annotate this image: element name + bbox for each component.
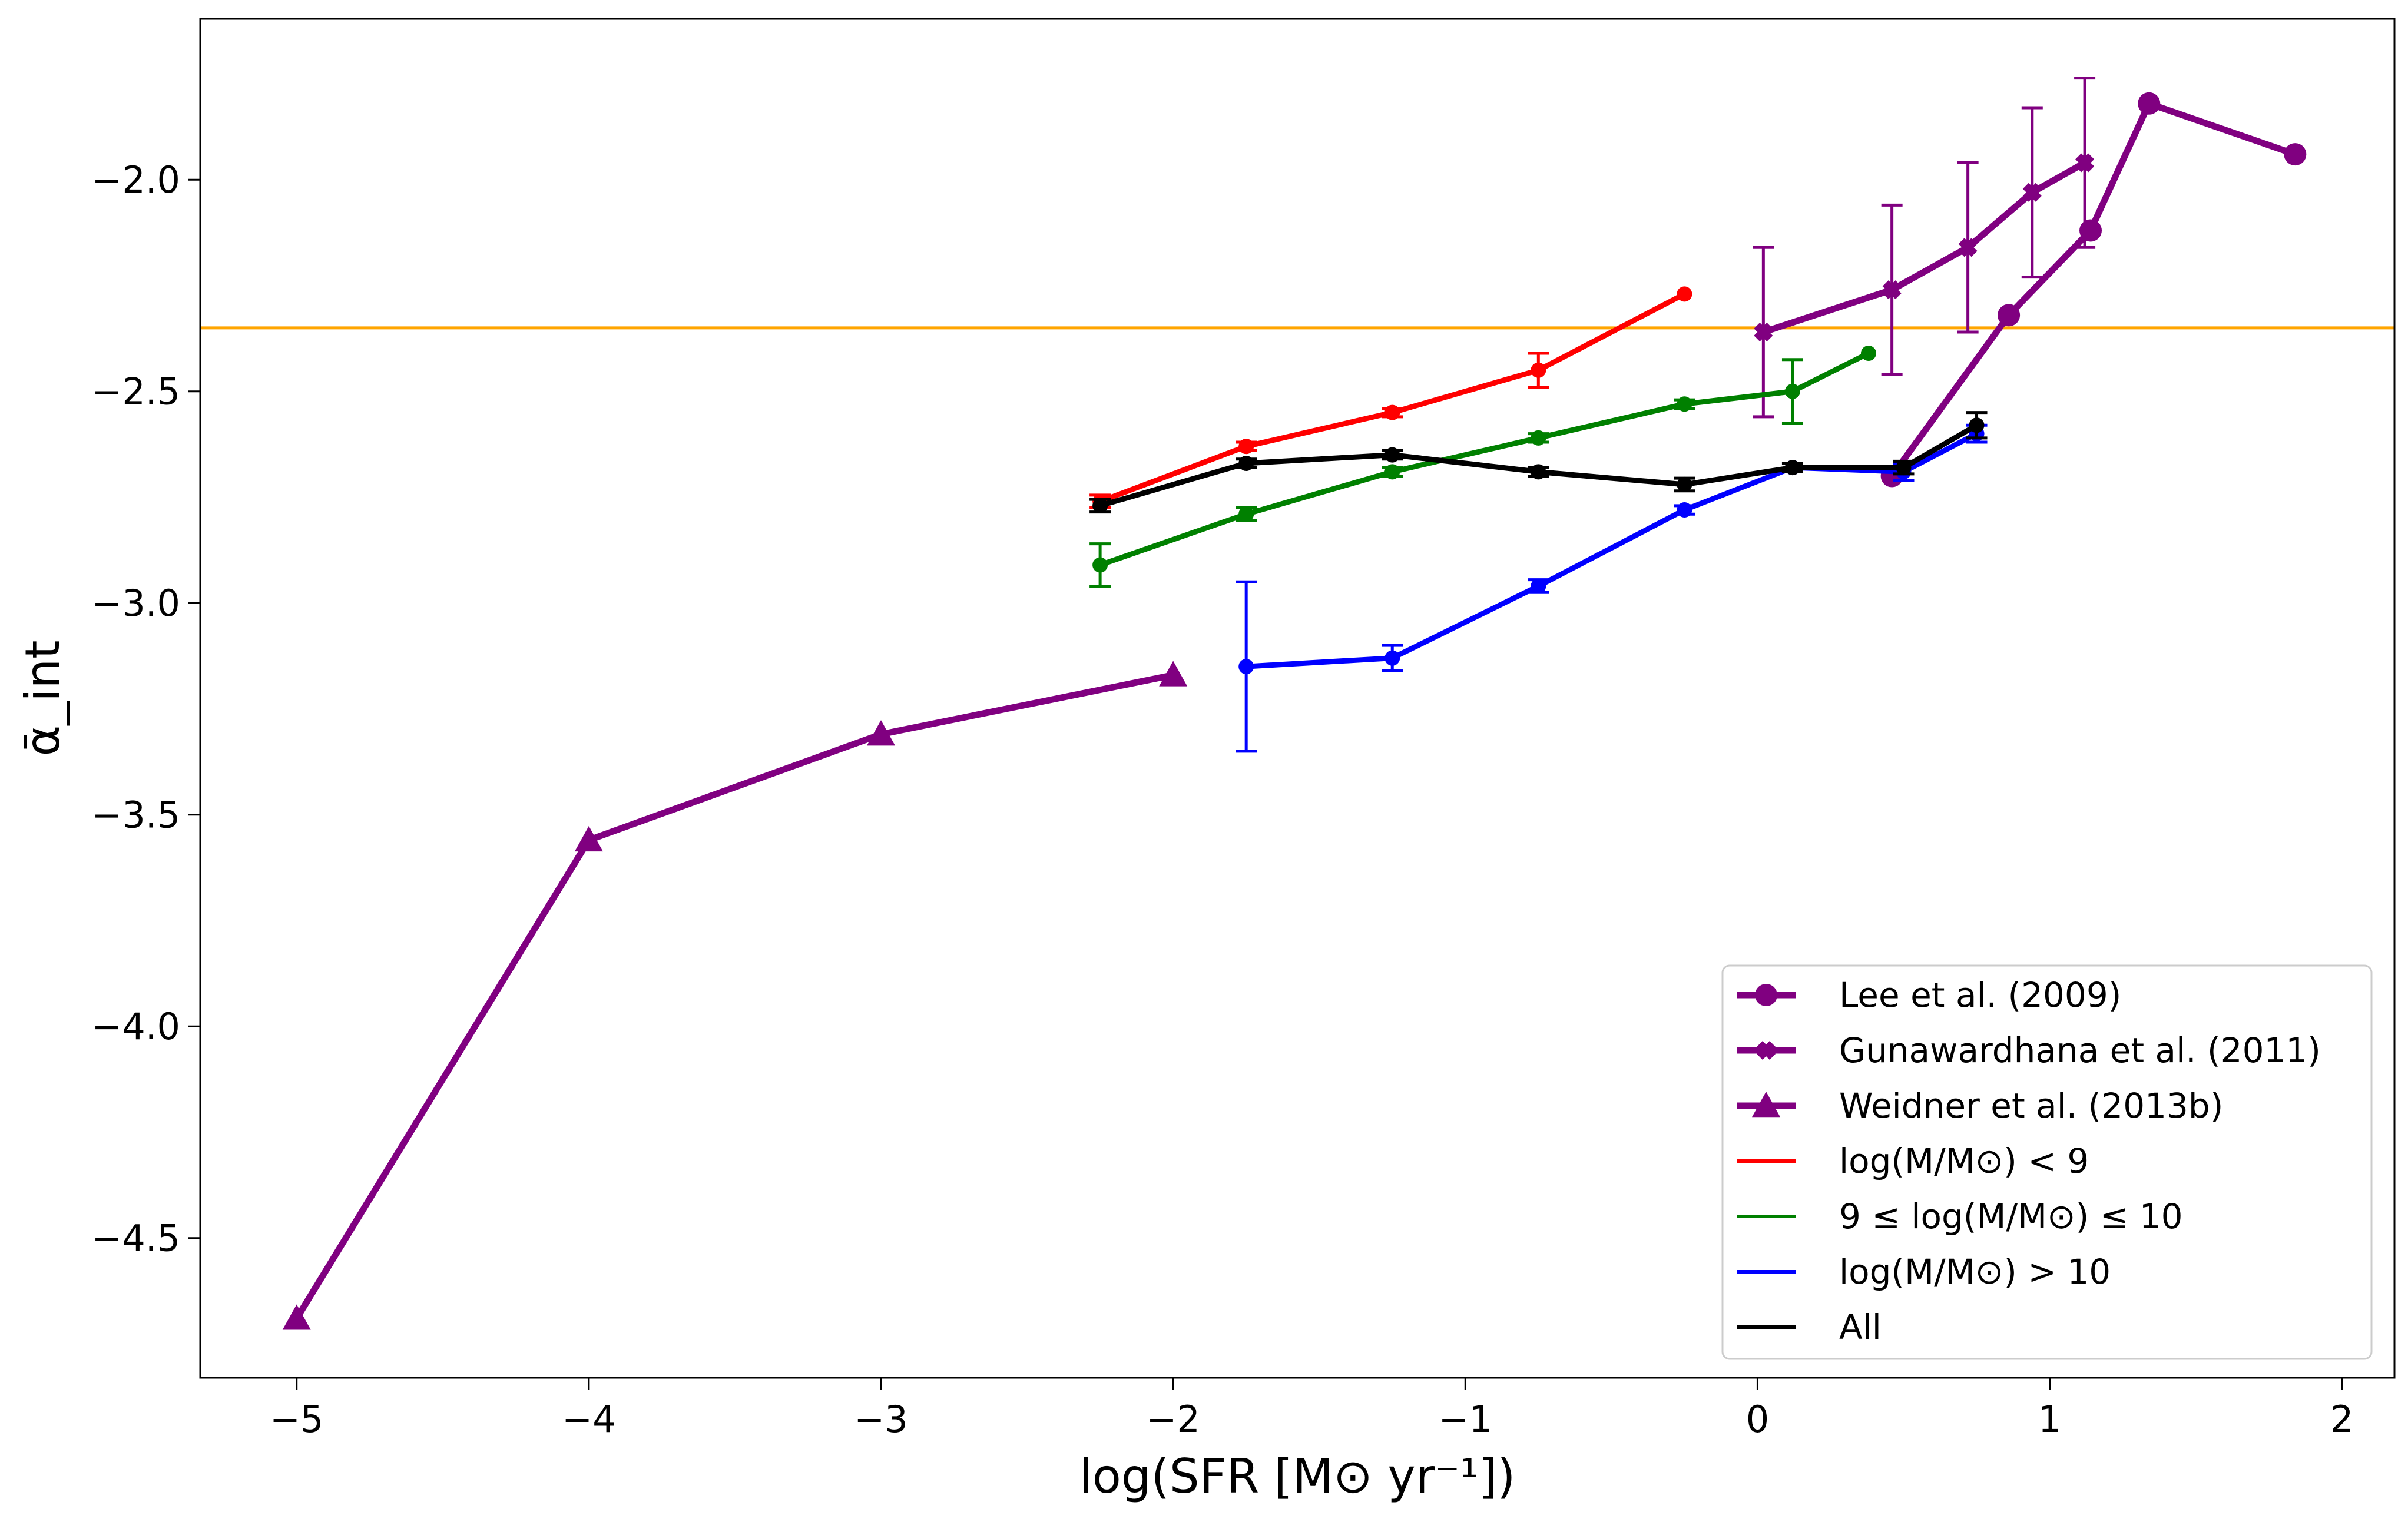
x-tick-label: −4 — [562, 1398, 615, 1441]
x-tick-label: 0 — [1746, 1398, 1769, 1441]
y-tick-label: −3.0 — [91, 582, 180, 625]
marker-dot — [1238, 455, 1254, 471]
marker-dot — [1092, 498, 1108, 513]
marker-triangle — [282, 1304, 311, 1330]
y-axis-label: ᾱ_int — [15, 640, 70, 756]
marker-triangle — [574, 825, 603, 852]
marker-dot — [1784, 383, 1800, 399]
x-tick-label: 2 — [2330, 1398, 2353, 1441]
marker-x — [2022, 183, 2042, 202]
marker-circle — [2284, 143, 2307, 166]
marker-dot — [1238, 659, 1254, 675]
marker-circle — [2079, 219, 2102, 242]
series-2 — [282, 661, 1188, 1330]
x-tick-label: −3 — [854, 1398, 907, 1441]
marker-dot — [1531, 362, 1546, 378]
legend-entry: log(M/M⊙) < 9 — [1737, 1141, 2089, 1181]
marker-dot — [1531, 430, 1546, 446]
y-tick-label: −2.5 — [91, 370, 180, 413]
y-tick-label: −3.5 — [91, 794, 180, 837]
marker-x — [2075, 153, 2095, 173]
marker-dot — [1531, 464, 1546, 480]
y-axis: −2.0 −2.5 −3.0 −3.5 −4.0 −4.5 — [91, 158, 200, 1260]
marker-triangle — [867, 720, 896, 746]
marker-dot — [1969, 417, 1985, 433]
x-tick-label: 1 — [2038, 1398, 2061, 1441]
marker-circle — [1998, 304, 2021, 327]
marker-dot — [1677, 286, 1692, 302]
plot-frame — [199, 18, 2396, 1379]
x-axis-label: log(SFR [M⊙ yr⁻¹]) — [1079, 1449, 1516, 1504]
marker-dot — [1092, 557, 1108, 573]
marker-dot — [1784, 460, 1800, 476]
marker-triangle — [1752, 1092, 1780, 1118]
marker-dot — [1384, 404, 1400, 420]
marker-dot — [1384, 650, 1400, 666]
marker-triangle — [1159, 661, 1188, 687]
marker-dot — [1531, 578, 1546, 594]
marker-dot — [1896, 460, 1912, 476]
legend-entry: All — [1737, 1307, 1882, 1347]
y-tick-label: −4.5 — [91, 1217, 180, 1260]
x-tick-label: −2 — [1146, 1398, 1200, 1441]
x-axis: −5 −4 −3 −2 −1 0 1 2 — [270, 1378, 2353, 1441]
marker-dot — [1677, 502, 1692, 518]
marker-dot — [1238, 506, 1254, 522]
legend: Lee et al. (2009) Gunawardhana et al. (20… — [1721, 964, 2373, 1360]
x-tick-label: −5 — [270, 1398, 323, 1441]
x-tick-label: −1 — [1439, 1398, 1492, 1441]
series-3 — [1089, 286, 1692, 509]
marker-x — [1757, 1041, 1776, 1060]
y-tick-label: −2.0 — [91, 158, 180, 201]
legend-label: 9 ≤ log(M/M⊙) ≤ 10 — [1839, 1196, 2183, 1236]
legend-label: log(M/M⊙) > 10 — [1839, 1252, 2111, 1292]
marker-dot — [1238, 439, 1254, 455]
series-layer — [282, 77, 2307, 1330]
marker-circle — [2138, 92, 2161, 115]
marker-circle — [1755, 984, 1777, 1006]
series-line — [1099, 423, 1978, 509]
series-1 — [1753, 77, 2096, 419]
marker-dot — [1677, 396, 1692, 412]
series-line — [294, 672, 1174, 1321]
legend-label: Lee et al. (2009) — [1839, 975, 2121, 1015]
legend-label: Weidner et al. (2013b) — [1839, 1086, 2223, 1126]
marker-x — [1958, 238, 1978, 257]
series-4 — [1089, 346, 1876, 588]
marker-dot — [1384, 464, 1400, 480]
marker-dot — [1677, 476, 1692, 492]
marker-x — [1882, 280, 1902, 300]
legend-entry: Gunawardhana et al. (2011) — [1737, 1030, 2321, 1070]
marker-x — [1754, 323, 1773, 342]
legend-entry: 9 ≤ log(M/M⊙) ≤ 10 — [1737, 1196, 2183, 1236]
legend-entry: log(M/M⊙) > 10 — [1737, 1252, 2111, 1292]
legend-entry: Lee et al. (2009) — [1737, 975, 2121, 1015]
series-6 — [1089, 411, 1988, 514]
marker-dot — [1384, 447, 1400, 463]
legend-entry: Weidner et al. (2013b) — [1737, 1086, 2223, 1126]
marker-dot — [1860, 346, 1876, 362]
legend-label: log(M/M⊙) < 9 — [1839, 1141, 2089, 1181]
y-tick-label: −4.0 — [91, 1005, 180, 1048]
legend-label: All — [1839, 1307, 1882, 1347]
legend-box — [1721, 964, 2373, 1360]
legend-label: Gunawardhana et al. (2011) — [1839, 1030, 2321, 1070]
